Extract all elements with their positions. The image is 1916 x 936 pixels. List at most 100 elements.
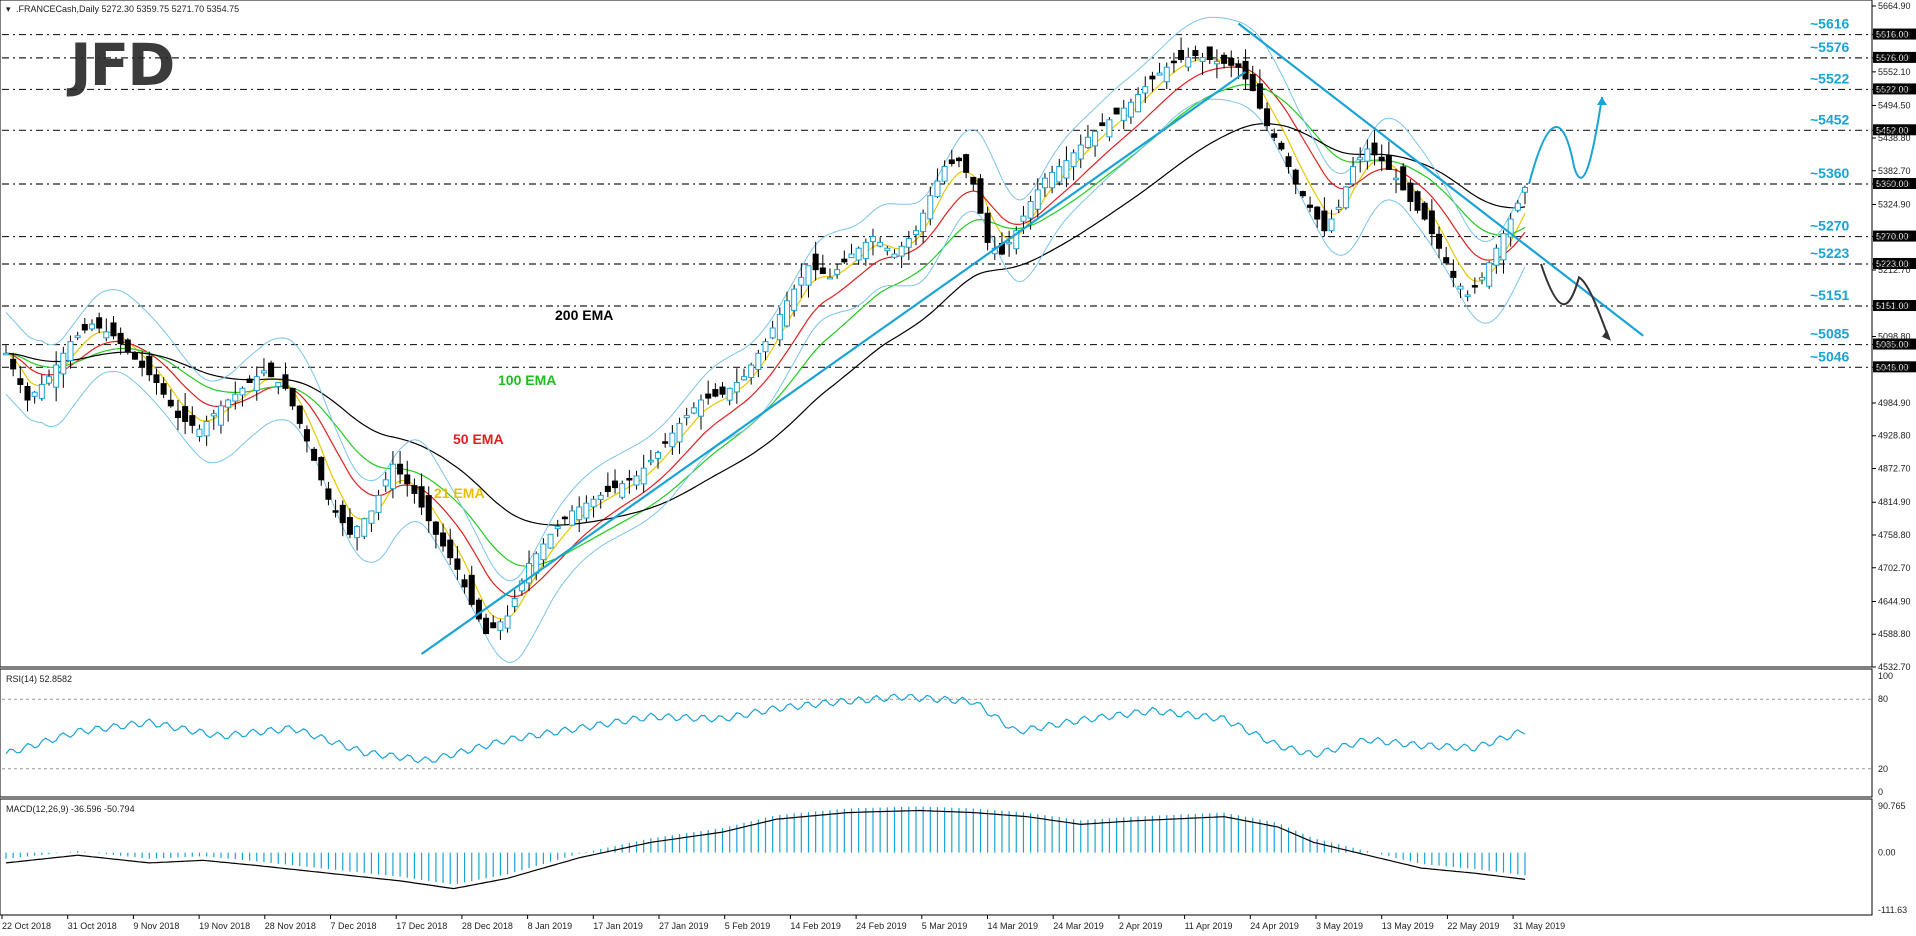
time-tick-label: 22 Oct 2018 [2,921,51,931]
candle-body [38,383,45,399]
candle-body [748,364,755,379]
candle-body [404,474,411,485]
candle-body [275,382,282,387]
price-tick-label: 5452.00 [1878,125,1911,135]
candle-body [955,157,962,162]
candle-body [1063,160,1070,179]
candle-body [619,483,626,498]
up-arrow-icon [1597,97,1607,106]
candle-body [1056,165,1063,183]
candle-body [791,288,798,311]
candle-body [454,558,461,570]
candle-body [862,241,869,260]
rsi-label: RSI(14) 52.8582 [6,674,72,684]
candle-body [977,178,984,214]
time-tick-label: 31 May 2019 [1513,921,1565,931]
time-tick-label: 13 May 2019 [1382,921,1434,931]
candle-body [783,300,790,327]
candle-body [1393,177,1400,181]
time-tick-label: 24 Apr 2019 [1250,921,1299,931]
time-tick-label: 9 Nov 2018 [133,921,179,931]
candle-body [468,574,475,605]
candle-body [268,362,275,378]
candle-body [877,241,884,247]
time-tick-label: 14 Mar 2019 [988,921,1039,931]
level-label: ~5360 [1810,165,1850,181]
candle-body [1249,74,1256,92]
candle-body [662,441,669,444]
candle-body [1264,108,1271,127]
candle-body [361,518,368,537]
rsi-tick-label: 20 [1878,764,1888,774]
price-box [1873,230,1916,242]
candle-body [3,352,9,356]
candle-body [88,323,95,330]
time-tick-label: 8 Jan 2019 [528,921,573,931]
candle-body [1500,233,1507,261]
candle-body [146,355,153,376]
time-tick-label: 2 Apr 2019 [1119,921,1163,931]
candle-body [834,269,841,275]
ema50-label: 50 EMA [453,431,504,447]
bearish-projection-path [1540,263,1610,340]
candle-body [719,386,726,395]
candle-body [1486,262,1493,287]
rsi-tick-label: 0 [1878,787,1883,797]
ema50-line [5,66,1526,598]
price-box-label: 5085.00 [1876,340,1909,350]
candle-body [1228,58,1235,66]
time-tick-label: 22 May 2019 [1447,921,1499,931]
candle-body [139,360,146,368]
candle-body [1163,66,1170,83]
time-tick-label: 7 Dec 2018 [331,921,377,931]
candle-body [74,335,81,339]
candle-body [1307,204,1314,208]
candle-body [1221,54,1228,64]
level-label: ~5046 [1810,348,1850,364]
time-tick-label: 11 Apr 2019 [1185,921,1233,931]
time-tick-label: 19 Nov 2018 [199,921,250,931]
candle-body [167,399,174,407]
candle-body [354,526,361,539]
rsi-tick-label: 80 [1878,694,1888,704]
candle-body [196,428,203,437]
price-box [1873,28,1916,40]
candle-body [1235,63,1242,68]
candle-body [1013,230,1020,250]
candle-body [246,378,253,384]
candle-body [103,331,110,339]
price-box-label: 5616.00 [1876,30,1909,40]
candle-body [289,387,296,407]
candle-body [232,393,239,402]
price-axis: 5664.90 5616.00 5576.00 5552.10 5522.00 5494.… [1872,1,1911,672]
candle-body [1350,165,1357,185]
candle-body [1407,182,1414,203]
price-box [1873,338,1916,350]
candle-body [1077,144,1084,160]
chevron-down-icon[interactable]: ▾ [6,4,11,14]
candle-body [1199,57,1206,62]
candle-body [1522,187,1528,193]
candle-body [669,432,676,448]
candle-body [984,212,991,243]
candle-body [1070,152,1077,168]
candle-body [1335,206,1342,210]
candle-body [884,247,891,252]
price-box [1873,124,1916,136]
candle-body [905,237,912,248]
rsi-tick-label: 100 [1878,671,1893,681]
price-box [1873,83,1916,95]
candle-body [1213,60,1220,65]
candle-body [533,553,540,574]
down-arrow-icon [1602,329,1611,341]
candle-body [260,370,267,374]
candle-body [131,352,138,360]
candle-body [117,332,124,345]
candle-body [963,154,970,173]
level-label: ~5522 [1810,70,1850,86]
price-tick-label: 5085.00 [1878,340,1911,350]
candle-body [10,358,17,370]
candle-body [311,448,318,461]
candle-body [1278,142,1285,150]
price-box [1873,361,1916,373]
